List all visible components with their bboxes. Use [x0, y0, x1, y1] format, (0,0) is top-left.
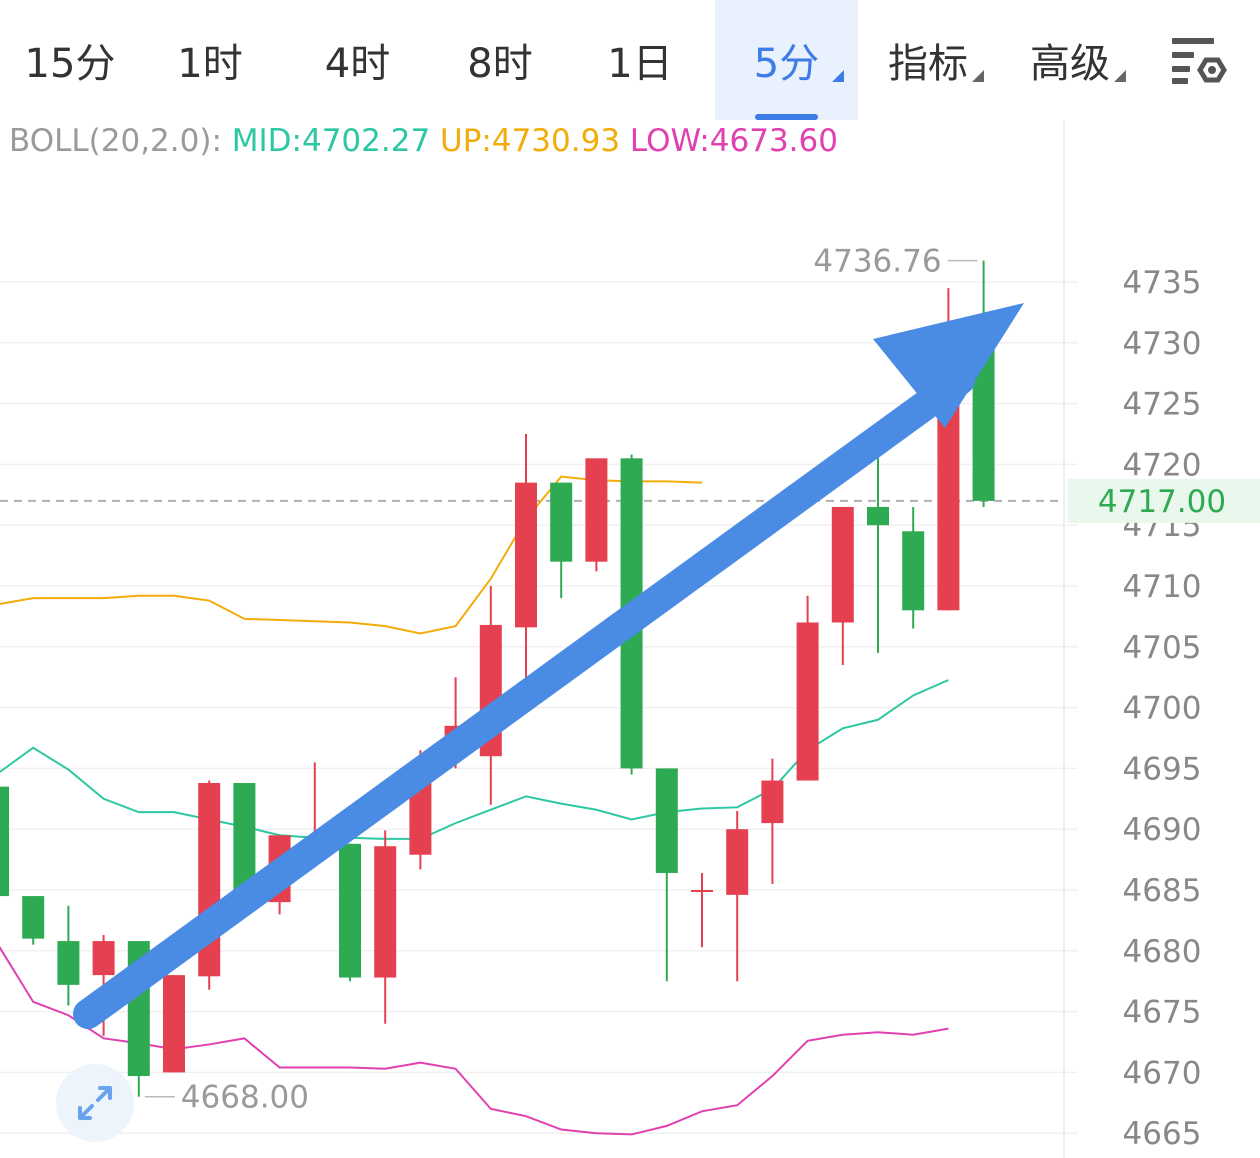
candle-body	[585, 458, 608, 562]
boll-legend: BOLL(20,2.0): MID:4702.27 UP:4730.93 LOW…	[9, 120, 838, 162]
y-tick-label: 4690	[1123, 812, 1202, 848]
y-tick-label: 4710	[1123, 569, 1202, 605]
candle-body	[515, 482, 537, 628]
y-tick-label: 4725	[1123, 387, 1202, 423]
candle-body	[57, 941, 80, 985]
candle-body	[867, 506, 889, 526]
tab-1[interactable]: 1时	[140, 0, 280, 120]
candle-body	[691, 890, 713, 892]
boll-mid-line	[0, 679, 949, 840]
expand-arrows-icon	[78, 1086, 112, 1120]
boll-legend-label: BOLL(20,2.0):	[9, 123, 222, 159]
tab-label: 5分	[753, 41, 820, 87]
candle-body	[374, 846, 397, 978]
candle-body	[92, 941, 115, 976]
tab-2[interactable]: 4时	[290, 0, 425, 120]
tab-6[interactable]: 指标	[858, 0, 998, 120]
tab-0[interactable]: 15分	[0, 0, 140, 120]
y-tick-label: 4685	[1123, 873, 1202, 909]
dropdown-caret-icon	[1114, 70, 1126, 82]
y-tick-label: 4705	[1123, 630, 1202, 666]
tab-label: 1日	[607, 41, 673, 87]
tab-label: 4时	[324, 41, 391, 87]
tab-label: 1时	[177, 41, 243, 87]
current-price-label: 4717.00	[1098, 484, 1226, 520]
dropdown-caret-icon	[832, 70, 844, 82]
candle-body	[22, 896, 45, 939]
boll-legend-low: LOW:4673.60	[629, 123, 838, 159]
candle-body	[902, 531, 925, 611]
candle-body	[761, 780, 784, 824]
y-tick-label: 4665	[1123, 1116, 1202, 1152]
candle-body	[0, 786, 9, 897]
tab-label: 指标	[888, 41, 968, 87]
tab-label: 8时	[467, 41, 533, 87]
y-tick-label: 4700	[1123, 691, 1202, 727]
tab-3[interactable]: 8时	[430, 0, 570, 120]
high-marker-label: 4736.76	[813, 244, 941, 280]
tab-4[interactable]: 1日	[570, 0, 710, 120]
current-price-badge	[1068, 478, 1260, 523]
low-marker-label: 4668.00	[181, 1080, 309, 1116]
trend-arrow-head	[873, 303, 1024, 428]
tab-5[interactable]: 5分	[715, 0, 858, 120]
candle-body	[339, 843, 361, 978]
y-tick-label: 4675	[1123, 995, 1202, 1031]
candle-body	[233, 782, 256, 909]
y-tick-label: 4730	[1123, 326, 1202, 362]
boll-legend-up: UP:4730.93	[440, 123, 621, 159]
y-tick-label: 4720	[1123, 447, 1202, 483]
boll-upper-line	[0, 475, 703, 635]
candle-body	[163, 975, 185, 1073]
candle-body	[409, 782, 432, 855]
tab-label: 高级	[1030, 41, 1110, 87]
y-tick-label: 4680	[1123, 934, 1202, 970]
dropdown-caret-icon	[972, 70, 984, 82]
y-tick-label: 4670	[1123, 1055, 1202, 1091]
candle-body	[831, 506, 854, 623]
y-tick-label: 4695	[1123, 751, 1202, 787]
tab-label: 15分	[24, 41, 116, 87]
candle-body	[655, 768, 678, 873]
tab-7[interactable]: 高级	[1000, 0, 1140, 120]
chart-settings-button[interactable]	[1160, 30, 1232, 90]
y-tick-label: 4735	[1123, 265, 1202, 301]
candle-body	[550, 482, 573, 562]
chart-settings-icon	[1172, 38, 1227, 84]
timeframe-toolbar: 15分 1时 4时 8时 1日 5分 指标 高级	[0, 0, 1260, 120]
candle-body	[726, 829, 749, 895]
active-tab-indicator	[755, 114, 818, 120]
boll-lower-line	[0, 946, 949, 1136]
trend-arrow-shaft	[73, 365, 975, 1029]
candle-body	[796, 622, 819, 781]
boll-legend-mid: MID:4702.27	[231, 123, 431, 159]
fullscreen-button[interactable]	[56, 1064, 134, 1142]
